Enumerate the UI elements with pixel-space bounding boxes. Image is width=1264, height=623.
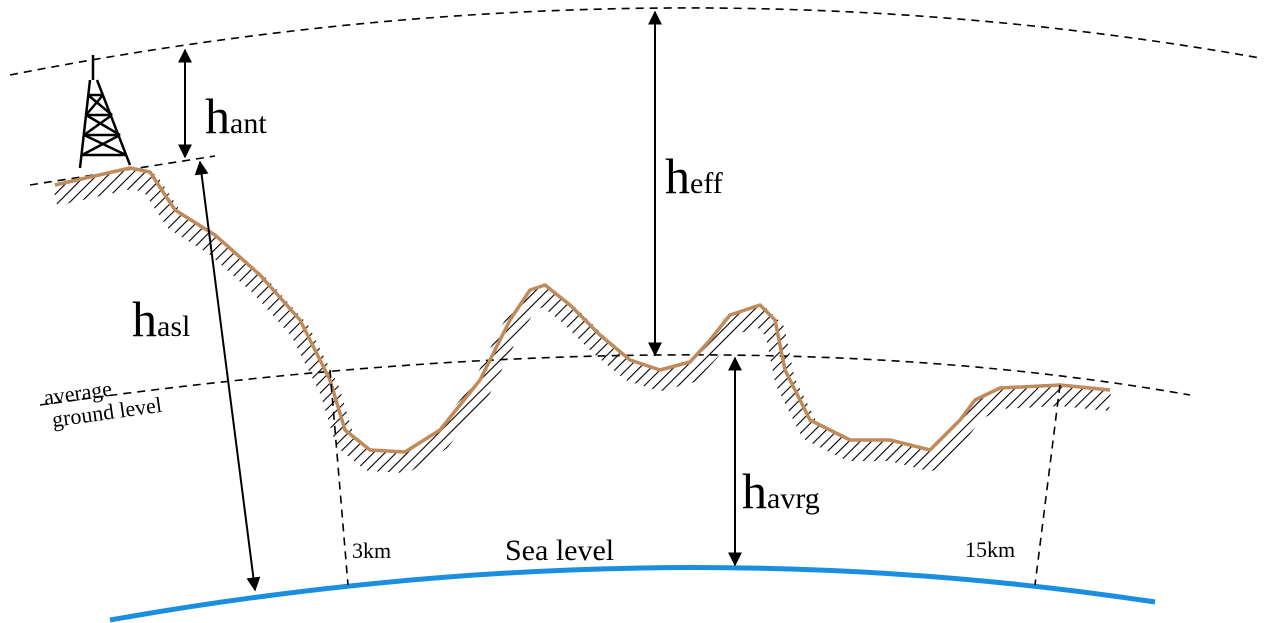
h-ant-label: hant [205, 88, 267, 144]
h-eff-label: heff [665, 148, 723, 204]
end-distance-line [1035, 385, 1060, 585]
h-asl-arrow [200, 162, 255, 590]
h-asl-label: hasl [132, 291, 190, 347]
start-distance-label: 3km [352, 538, 391, 563]
sea-level-arc [110, 568, 1155, 620]
diagram: hant heff hasl havrg average ground leve… [0, 0, 1264, 623]
sea-level-label: Sea level [505, 534, 614, 567]
effective-height-arc [10, 8, 1260, 75]
antenna-tower [80, 55, 130, 168]
h-avrg-label: havrg [742, 463, 820, 519]
average-ground-label: average ground level [42, 369, 163, 433]
end-distance-label: 15km [965, 537, 1015, 562]
terrain [55, 168, 1110, 463]
